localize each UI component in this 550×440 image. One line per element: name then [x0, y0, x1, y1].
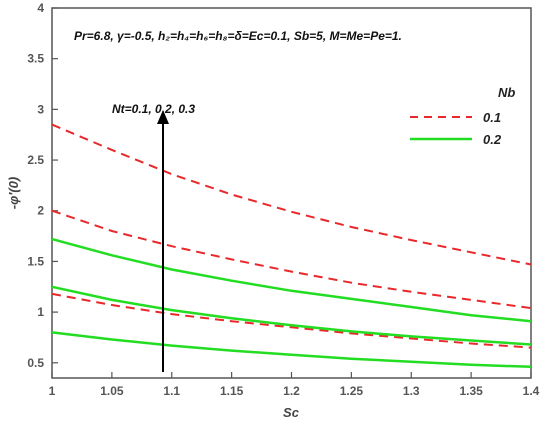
- x-axis-label: Sc: [283, 405, 300, 420]
- y-tick-label: 4: [37, 1, 44, 15]
- y-axis-ticks: 0.5 1 1.5 2 2.5 3 3.5 4: [27, 1, 58, 370]
- x-tick-label: 1.2: [283, 384, 300, 398]
- x-tick-label: 1.4: [523, 384, 540, 398]
- y-tick-label: 2: [37, 204, 44, 218]
- series-line-nb-0.1-nt-0.2: [51, 209, 532, 310]
- y-tick-label: 0.5: [27, 356, 44, 370]
- y-tick-label: 1: [37, 305, 44, 319]
- legend-label-nb-0.2: 0.2: [483, 132, 502, 147]
- x-tick-label: 1.1: [163, 384, 180, 398]
- x-tick-label: 1.05: [100, 384, 124, 398]
- parameters-annotation: Pr=6.8, γ=-0.5, h₂=h₄=h₆=h₈=δ=Ec=0.1, Sb…: [74, 29, 402, 43]
- plot-frame: [51, 7, 532, 379]
- nt-arrow-label: Nt=0.1, 0.2, 0.3: [112, 102, 195, 116]
- series-line-nb-0.1-nt-0.3: [51, 123, 532, 266]
- series-line-nb-0.2-nt-0.1: [51, 331, 532, 369]
- x-tick-label: 1: [49, 384, 56, 398]
- y-tick-label: 1.5: [27, 254, 44, 268]
- y-axis-label: -φ′(0): [6, 177, 21, 209]
- x-tick-label: 1.25: [340, 384, 364, 398]
- y-tick-label: 3: [37, 102, 44, 116]
- nt-arrow-head: [157, 110, 169, 124]
- x-tick-label: 1.15: [220, 384, 244, 398]
- legend: Nb 0.1 0.2: [410, 85, 515, 147]
- series-line-nb-0.2-nt-0.3: [51, 237, 532, 323]
- y-tick-label: 2.5: [27, 153, 44, 167]
- nt-arrow: [157, 110, 169, 372]
- x-tick-label: 1.3: [403, 384, 420, 398]
- series-line-nb-0.2-nt-0.2: [51, 285, 532, 346]
- x-tick-label: 1.35: [459, 384, 483, 398]
- legend-title: Nb: [498, 85, 515, 100]
- legend-label-nb-0.1: 0.1: [483, 110, 501, 125]
- x-axis-ticks: 1 1.05 1.1 1.15 1.2 1.25 1.3 1.35 1.4: [49, 372, 540, 398]
- series-layer: [51, 123, 532, 369]
- series-line-nb-0.1-nt-0.1: [51, 292, 532, 349]
- y-tick-label: 3.5: [27, 52, 44, 66]
